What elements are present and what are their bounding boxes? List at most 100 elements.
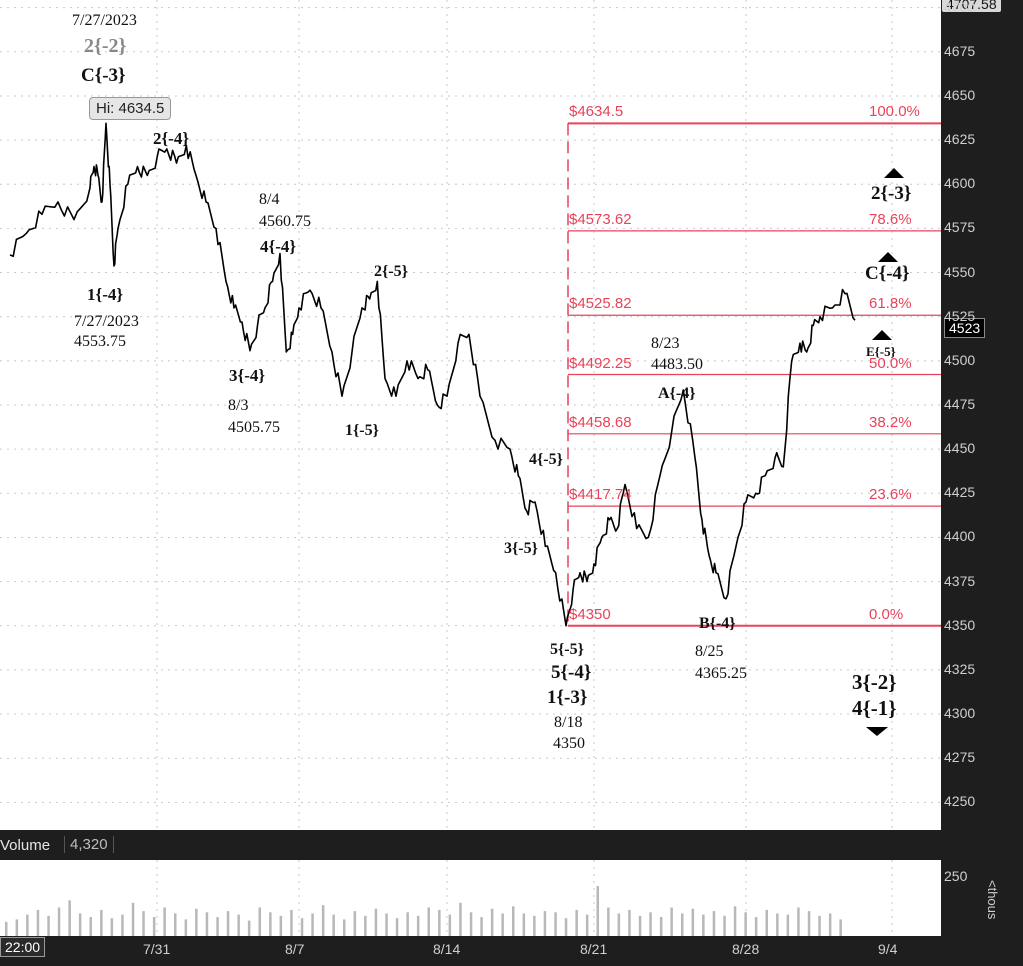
volume-bar [47, 915, 50, 936]
y-tick-label: 4425 [944, 484, 976, 501]
time-axis[interactable] [0, 936, 941, 966]
volume-bar [163, 907, 166, 936]
volume-bar [522, 913, 526, 936]
volume-header: Volume 4,320 [0, 830, 941, 860]
volume-chart[interactable] [0, 860, 1023, 936]
y-tick-label: 4450 [944, 440, 976, 457]
fib-price-label: $4417.74 [569, 486, 632, 504]
fib-percent-label: 50.0% [869, 354, 912, 372]
annotation-price-0825: 4365.25 [695, 665, 747, 682]
fib-price-label: $4573.62 [569, 210, 632, 228]
volume-bar [733, 906, 737, 936]
volume-bar [89, 917, 92, 936]
y-tick-label: 4525 [944, 307, 976, 324]
volume-bar [459, 902, 462, 936]
fib-percent-label: 61.8% [869, 295, 912, 313]
y-tick-label: 4275 [944, 749, 976, 766]
price-series-line [9, 122, 856, 627]
last-price-badge: 4523 [944, 318, 986, 338]
y-tick-label: 4250 [944, 793, 976, 810]
wave-label-5-minus-5: 5{-5} [550, 641, 584, 658]
wave-label-1-minus-3: 1{-3} [547, 687, 588, 708]
volume-bar [321, 905, 325, 936]
volume-bar [712, 911, 716, 936]
volume-bar [300, 918, 304, 936]
volume-bar [374, 908, 378, 936]
fib-price-label: $4525.82 [569, 295, 632, 313]
volume-bar [5, 921, 8, 936]
volume-bar [512, 906, 515, 936]
x-tick-label: 7/31 [143, 941, 171, 957]
fib-price-label: $4492.25 [569, 354, 632, 372]
volume-bar [638, 915, 642, 936]
volume-bar [395, 918, 399, 936]
volume-bar [36, 909, 40, 936]
fib-percent-label: 100.0% [869, 103, 920, 121]
annotation-price-0804: 4560.75 [259, 213, 311, 230]
volume-bar [628, 909, 631, 936]
volume-bar [406, 912, 409, 936]
volume-bar [279, 915, 283, 936]
volume-bar [237, 914, 240, 936]
volume-value: 4,320 [64, 836, 114, 853]
volume-bar [670, 907, 673, 936]
annotation-date-0727-low: 7/27/2023 [74, 313, 139, 330]
wave-label-1-minus-4: 1{-4} [87, 285, 124, 304]
volume-bar [754, 917, 758, 936]
volume-bar [100, 909, 103, 936]
fib-percent-label: 23.6% [869, 486, 912, 504]
wave-label-c-minus-3-top: C{-3} [81, 65, 126, 86]
volume-bar [121, 914, 124, 936]
y-tick-label: 4325 [944, 660, 976, 677]
volume-bar [839, 919, 842, 936]
volume-bar [765, 909, 768, 936]
annotation-date-0823: 8/23 [651, 335, 680, 352]
volume-bar [501, 913, 504, 936]
x-tick-label: 8/7 [285, 941, 305, 957]
volume-bar [195, 908, 198, 936]
volume-bar [142, 911, 145, 936]
volume-bar [723, 915, 726, 936]
volume-bar [216, 917, 219, 936]
annotation-date-0825: 8/25 [695, 643, 724, 660]
fib-percent-label: 38.2% [869, 413, 912, 431]
wave-label-2-minus-2: 2{-2} [84, 35, 127, 57]
volume-bar [353, 911, 357, 936]
volume-bar [786, 914, 790, 936]
volume-bar [15, 919, 19, 936]
volume-bar [533, 915, 536, 936]
volume-bar [174, 913, 177, 936]
y-tick-label: 4700 [944, 0, 976, 15]
fib-percent-label: 78.6% [869, 210, 912, 228]
volume-bar [702, 914, 705, 936]
annotation-price-0727-low: 4553.75 [74, 333, 126, 350]
y-tick-label: 4500 [944, 351, 976, 368]
volume-bar [226, 911, 230, 936]
volume-bar [68, 900, 71, 936]
annotation-date-0727-top: 7/27/2023 [72, 12, 137, 29]
volume-bar [385, 913, 388, 936]
volume-bar [691, 908, 695, 936]
wave-label-4-minus-4: 4{-4} [260, 237, 297, 256]
volume-bar [744, 912, 747, 936]
y-tick-label: 4475 [944, 396, 976, 412]
y-tick-label: 4550 [944, 263, 976, 280]
price-chart[interactable] [0, 0, 1023, 830]
fib-price-label: $4458.68 [569, 413, 632, 431]
price-axis[interactable] [941, 0, 1023, 966]
volume-bar [78, 913, 82, 936]
volume-bar [797, 907, 800, 936]
y-tick-label: 4350 [944, 616, 976, 633]
volume-bar [480, 917, 483, 936]
volume-bar [681, 913, 684, 936]
wave-label-2-minus-4: 2{-4} [153, 129, 190, 148]
volume-bar [438, 909, 441, 936]
y-tick-label: 4650 [944, 86, 976, 103]
annotation-date-0803: 8/3 [228, 397, 249, 414]
volume-bar [448, 914, 452, 936]
annotation-price-0823: 4483.50 [651, 356, 703, 373]
volume-bar [364, 915, 367, 936]
wave-label-5-minus-4: 5{-4} [551, 662, 592, 683]
volume-bar [585, 914, 589, 936]
y-tick-label: 4375 [944, 572, 976, 589]
